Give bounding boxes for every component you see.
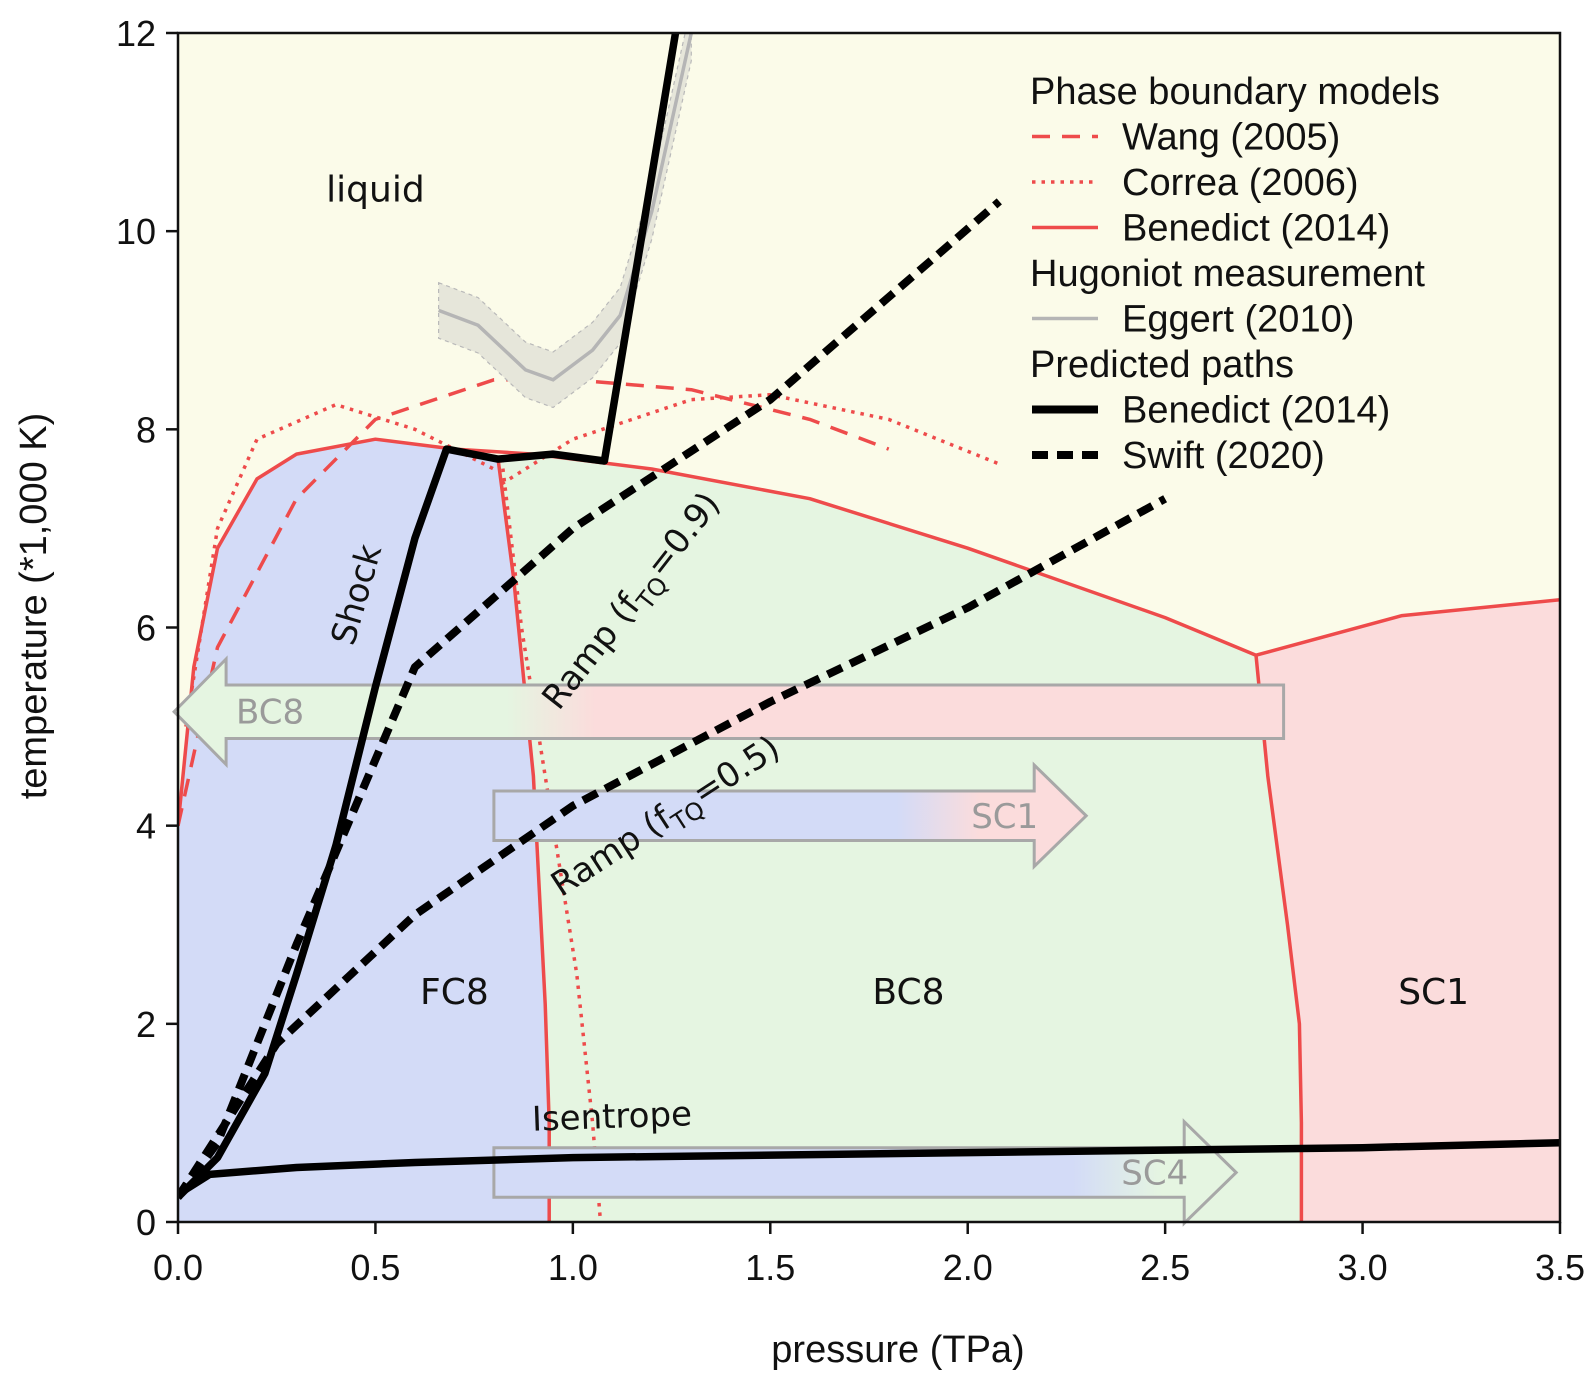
legend-item-label: Wang (2005) [1122,117,1340,159]
arrow-label-sc1: SC1 [971,797,1038,837]
y-axis-title: temperature (*1,000 K) [13,413,55,800]
x-tick-label: 2.5 [1140,1247,1190,1288]
arrow-sc4 [492,1118,1239,1227]
legend-group-title: Hugoniot measurement [1030,253,1425,295]
path-shock [178,33,680,1200]
y-tick-label: 12 [116,13,156,54]
y-tick-label: 8 [136,409,156,450]
x-tick-label: 0.0 [153,1247,203,1288]
legend-item-label: Benedict (2014) [1122,208,1390,250]
y-tick-label: 0 [136,1202,156,1243]
benedict-bc8-sc1-line [1254,655,1304,1222]
path-label-isentrope: Isentrope [531,1094,692,1140]
correa-fc8-bc8-line [500,458,603,1222]
x-tick-label: 2.0 [943,1247,993,1288]
wang-melt-line [178,378,890,827]
x-axis-title: pressure (TPa) [771,1329,1024,1371]
y-tick-label: 2 [136,1004,156,1045]
arrow-label-sc4: SC4 [1121,1153,1188,1193]
path-ramp-ftq-0-9 [178,198,1002,1200]
x-axis-ticks: 0.0 0.5 1.0 1.5 2.0 2.5 3.0 3.5 [153,1222,1585,1288]
x-tick-label: 1.0 [548,1247,598,1288]
arrow-bc8 [171,655,1286,769]
y-tick-label: 10 [116,211,156,252]
legend-item-label: Swift (2020) [1122,435,1325,477]
region-label-liquid: liquid [326,169,425,210]
phase-regions [178,33,1560,1222]
phase-arrows: BC8 SC1 SC4 [171,655,1286,1227]
x-tick-label: 1.5 [745,1247,795,1288]
path-ramp-ftq-0-5 [178,495,1168,1200]
legend-group-title: Phase boundary models [1030,71,1440,113]
y-tick-label: 6 [136,608,156,649]
legend-item-label: Benedict (2014) [1122,390,1390,432]
x-tick-label: 3.5 [1535,1247,1585,1288]
path-isentrope [178,1138,1560,1198]
benedict-fc8-bc8-line [496,456,551,1222]
legend-item-label: Correa (2006) [1122,162,1359,204]
region-label-sc1: SC1 [1398,972,1469,1013]
arrow-sc1 [492,761,1089,871]
region-sc1 [1256,599,1560,1222]
predicted-paths [178,33,1560,1200]
x-tick-label: 3.0 [1338,1247,1388,1288]
y-tick-label: 4 [136,806,156,847]
legend-item-label: Eggert (2010) [1122,299,1354,341]
x-tick-label: 0.5 [350,1247,400,1288]
region-label-bc8: BC8 [872,972,944,1013]
arrow-label-bc8: BC8 [236,693,304,733]
correa-melt-bc8-line [500,392,1000,486]
region-labels: liquid FC8 BC8 SC1 [326,169,1469,1013]
y-axis-ticks: 0 2 4 6 8 10 12 [116,13,178,1243]
region-label-fc8: FC8 [420,972,489,1013]
legend-group-title: Predicted paths [1030,344,1294,386]
